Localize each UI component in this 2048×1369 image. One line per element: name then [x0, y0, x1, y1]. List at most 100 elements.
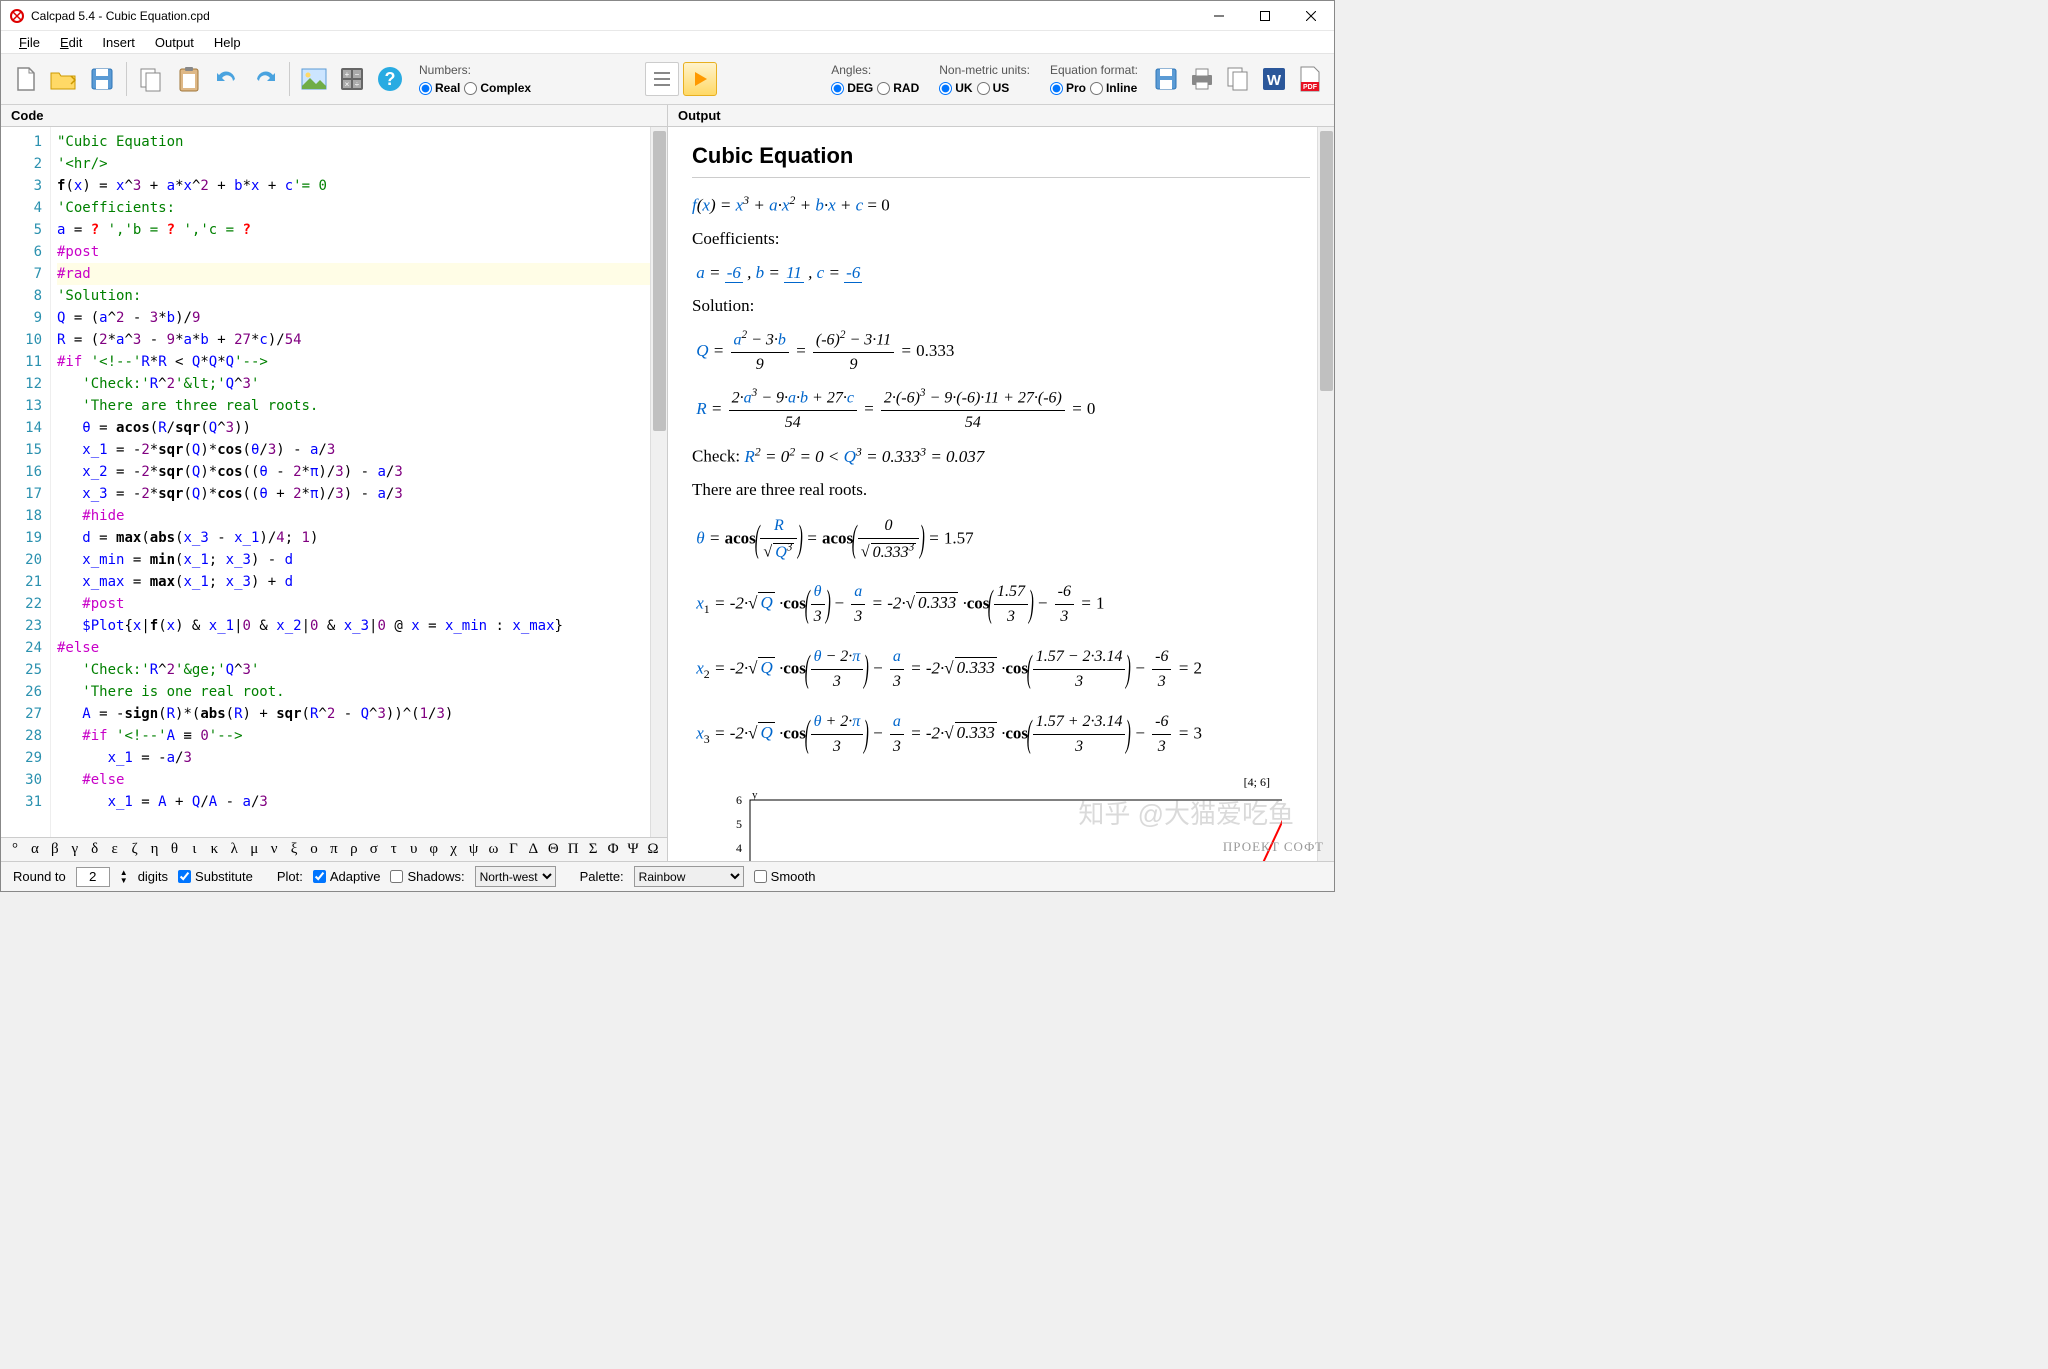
- minimize-button[interactable]: [1196, 1, 1242, 31]
- greek-char[interactable]: ψ: [464, 841, 484, 858]
- greek-char[interactable]: °: [5, 841, 25, 858]
- greek-char[interactable]: δ: [85, 841, 105, 858]
- numbers-group: Numbers: Real Complex: [419, 63, 531, 95]
- greek-char[interactable]: Ω: [643, 841, 663, 858]
- menu-edit[interactable]: Edit: [50, 33, 92, 52]
- smooth-check[interactable]: Smooth: [754, 869, 816, 884]
- greek-char[interactable]: Σ: [583, 841, 603, 858]
- radio-deg[interactable]: DEG: [831, 81, 873, 95]
- plot-area: y6543: [722, 792, 1310, 861]
- greek-char[interactable]: Δ: [523, 841, 543, 858]
- greek-char[interactable]: β: [45, 841, 65, 858]
- eq-x2: x2 = -2·√Q ·cos(θ − 2·π3) − a3 = -2·√0.3…: [692, 641, 1310, 698]
- radio-us[interactable]: US: [977, 81, 1010, 95]
- code-lines[interactable]: "Cubic Equation'<hr/>f(x) = x^3 + a*x^2 …: [51, 127, 667, 837]
- radio-pro[interactable]: Pro: [1050, 81, 1086, 95]
- svg-text:+: +: [345, 70, 350, 79]
- greek-char[interactable]: ρ: [344, 841, 364, 858]
- greek-char[interactable]: φ: [424, 841, 444, 858]
- greek-char[interactable]: τ: [384, 841, 404, 858]
- menu-help[interactable]: Help: [204, 33, 251, 52]
- menu-insert[interactable]: Insert: [92, 33, 145, 52]
- copy-icon[interactable]: [134, 62, 168, 96]
- greek-char[interactable]: ο: [304, 841, 324, 858]
- toolbar: +−×÷ ? Numbers: Real Complex Angles: DEG…: [1, 53, 1334, 105]
- greek-char[interactable]: χ: [444, 841, 464, 858]
- output-content: Cubic Equation f(x) = x3 + a·x2 + b·x + …: [668, 127, 1334, 861]
- radio-uk[interactable]: UK: [939, 81, 972, 95]
- brand-label: ПРОЕКТ СОФТ: [1223, 839, 1324, 855]
- greek-char[interactable]: σ: [364, 841, 384, 858]
- greek-char[interactable]: ν: [264, 841, 284, 858]
- round-spinner[interactable]: ▲▼: [120, 869, 128, 885]
- substitute-check[interactable]: Substitute: [178, 869, 253, 884]
- code-editor[interactable]: 1234567891011121314151617181920212223242…: [1, 127, 667, 837]
- greek-char[interactable]: η: [145, 841, 165, 858]
- greek-char[interactable]: α: [25, 841, 45, 858]
- run-button[interactable]: [683, 62, 717, 96]
- svg-text:W: W: [1267, 72, 1282, 89]
- svg-text:PDF: PDF: [1303, 84, 1318, 91]
- greek-char[interactable]: Ψ: [623, 841, 643, 858]
- shadows-check[interactable]: Shadows:: [390, 869, 464, 884]
- eq-x3: x3 = -2·√Q ·cos(θ + 2·π3) − a3 = -2·√0.3…: [692, 706, 1310, 763]
- greek-char[interactable]: γ: [65, 841, 85, 858]
- redo-icon[interactable]: [248, 62, 282, 96]
- eq-main: f(x) = x3 + a·x2 + b·x + c = 0: [692, 192, 1310, 218]
- direction-select[interactable]: North-west: [475, 866, 556, 887]
- radio-complex[interactable]: Complex: [464, 81, 531, 95]
- menu-file[interactable]: File: [9, 33, 50, 52]
- output-pane: Output Cubic Equation f(x) = x3 + a·x2 +…: [668, 105, 1334, 861]
- greek-char[interactable]: κ: [204, 841, 224, 858]
- svg-text:?: ?: [385, 69, 396, 89]
- units-group: Non-metric units: UK US: [939, 63, 1030, 95]
- calculator-icon[interactable]: +−×÷: [335, 62, 369, 96]
- image-icon[interactable]: [297, 62, 331, 96]
- print-icon[interactable]: [1187, 64, 1217, 94]
- copy-output-icon[interactable]: [1223, 64, 1253, 94]
- roots-text: There are three real roots.: [692, 477, 1310, 503]
- close-button[interactable]: [1288, 1, 1334, 31]
- palette-select[interactable]: Rainbow: [634, 866, 744, 887]
- maximize-button[interactable]: [1242, 1, 1288, 31]
- greek-char[interactable]: Θ: [543, 841, 563, 858]
- greek-char[interactable]: Π: [563, 841, 583, 858]
- code-scrollbar[interactable]: [650, 127, 667, 837]
- coeff-label: Coefficients:: [692, 226, 1310, 252]
- word-icon[interactable]: W: [1259, 64, 1289, 94]
- greek-char[interactable]: ξ: [284, 841, 304, 858]
- list-view-icon[interactable]: [645, 62, 679, 96]
- eq-x1: x1 = -2·√Q ·cos(θ3) − a3 = -2·√0.333 ·co…: [692, 576, 1310, 633]
- save-icon[interactable]: [85, 62, 119, 96]
- radio-real[interactable]: Real: [419, 81, 460, 95]
- greek-char[interactable]: ζ: [125, 841, 145, 858]
- greek-char[interactable]: Γ: [503, 841, 523, 858]
- window-title: Calcpad 5.4 - Cubic Equation.cpd: [31, 9, 1196, 23]
- radio-inline[interactable]: Inline: [1090, 81, 1137, 95]
- save-doc-icon[interactable]: [1151, 64, 1181, 94]
- new-file-icon[interactable]: [9, 62, 43, 96]
- coeff-values: a = -6 , b = 11 , c = -6: [692, 260, 1310, 286]
- paste-icon[interactable]: [172, 62, 206, 96]
- adaptive-check[interactable]: Adaptive: [313, 869, 381, 884]
- undo-icon[interactable]: [210, 62, 244, 96]
- eq-r: R = 2·a3 − 9·a·b + 27·c54 = 2·(-6)3 − 9·…: [692, 385, 1310, 435]
- greek-char[interactable]: Φ: [603, 841, 623, 858]
- output-scrollbar[interactable]: [1317, 127, 1334, 861]
- greek-char[interactable]: μ: [244, 841, 264, 858]
- plot-label: Plot:: [277, 869, 303, 884]
- greek-char[interactable]: λ: [224, 841, 244, 858]
- greek-char[interactable]: υ: [404, 841, 424, 858]
- greek-char[interactable]: π: [324, 841, 344, 858]
- greek-char[interactable]: ε: [105, 841, 125, 858]
- menu-output[interactable]: Output: [145, 33, 204, 52]
- help-icon[interactable]: ?: [373, 62, 407, 96]
- pdf-icon[interactable]: PDF: [1295, 64, 1325, 94]
- radio-rad[interactable]: RAD: [877, 81, 919, 95]
- round-input[interactable]: [76, 867, 110, 887]
- open-file-icon[interactable]: [47, 62, 81, 96]
- digits-label: digits: [138, 869, 168, 884]
- greek-char[interactable]: ι: [184, 841, 204, 858]
- greek-char[interactable]: θ: [165, 841, 185, 858]
- greek-char[interactable]: ω: [484, 841, 504, 858]
